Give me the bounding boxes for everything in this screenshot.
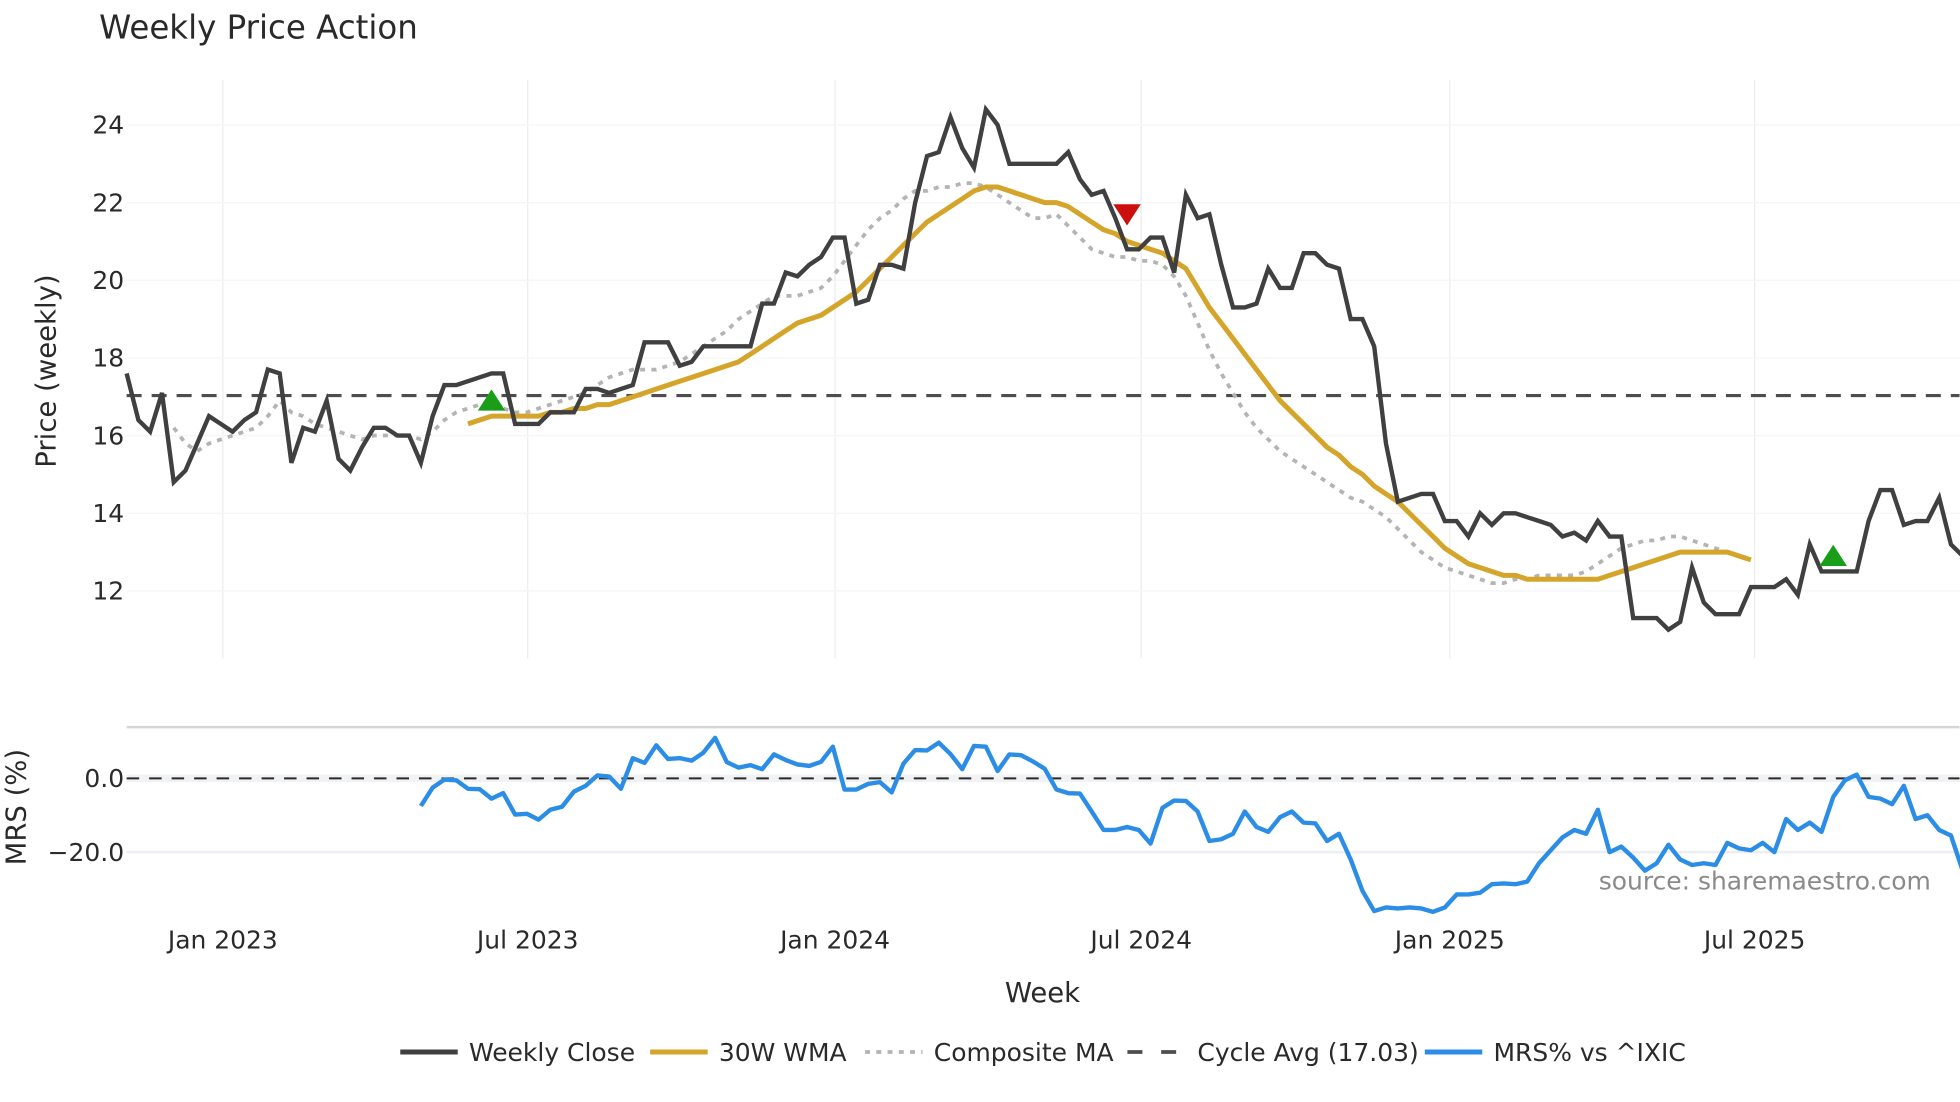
buy-signal-triangle-up-icon: [477, 389, 506, 411]
wma-30w-line: [467, 184, 1752, 582]
price-gridlines: [126, 79, 1960, 659]
x-tick-label: Jan 2023: [166, 925, 278, 954]
x-tick-label: Jul 2024: [1088, 925, 1192, 954]
legend-label: Composite MA: [934, 1038, 1114, 1067]
price-y-tick-labels: 12 14 16 18 20 22 24: [92, 111, 124, 606]
sell-signal-triangle-down-icon: [1113, 204, 1141, 226]
legend: Weekly Close 30W WMA Composite MA Cycle Avg…: [400, 1038, 1686, 1067]
price-plot-area: [124, 104, 1960, 633]
buy-signal-triangle-up-icon: [1819, 544, 1847, 566]
x-tick-label: Jul 2023: [475, 925, 579, 954]
legend-label: Cycle Avg (17.03): [1197, 1038, 1418, 1067]
legend-item[interactable]: MRS% vs ^IXIC: [1424, 1038, 1686, 1067]
legend-item[interactable]: Composite MA: [865, 1038, 1114, 1067]
legend-label: Weekly Close: [469, 1038, 635, 1067]
y-tick-label: 16: [92, 421, 124, 450]
x-tick-label: Jan 2024: [778, 925, 890, 954]
mrs-gridlines: [126, 774, 1960, 854]
zero-band: [126, 774, 1960, 783]
y-tick-label: 20: [92, 266, 124, 295]
mrs-y-tick-label: 0.0: [84, 764, 124, 793]
y-tick-label: 24: [92, 111, 124, 140]
x-tick-labels: Jan 2023 Jul 2023 Jan 2024 Jul 2024 Jan 2025…: [166, 925, 1806, 954]
y-tick-label: 12: [92, 577, 124, 606]
source-watermark: source: sharemaestro.com: [1599, 867, 1931, 896]
mrs-line: [419, 735, 1960, 915]
price-y-axis-title: Price (weekly): [30, 274, 62, 467]
mrs-y-tick-label: −20.0: [48, 838, 125, 867]
mrs-plot-area: [419, 735, 1960, 915]
y-tick-label: 14: [92, 499, 124, 528]
legend-label: 30W WMA: [719, 1038, 847, 1067]
chart-title: Weekly Price Action: [99, 9, 418, 47]
legend-item[interactable]: 30W WMA: [650, 1038, 847, 1067]
mrs-y-tick-labels: 0.0 −20.0: [48, 764, 125, 867]
y-tick-label: 22: [92, 188, 124, 217]
mrs-y-axis-title: MRS (%): [0, 749, 32, 866]
legend-item[interactable]: Weekly Close: [400, 1038, 635, 1067]
x-tick-label: Jul 2025: [1702, 925, 1806, 954]
x-axis-title: Week: [1005, 977, 1080, 1009]
legend-item[interactable]: Cycle Avg (17.03): [1127, 1038, 1419, 1067]
y-tick-label: 18: [92, 344, 124, 373]
legend-label: MRS% vs ^IXIC: [1494, 1038, 1686, 1067]
x-tick-label: Jan 2025: [1393, 925, 1505, 954]
weekly-close-line: [124, 104, 1960, 633]
